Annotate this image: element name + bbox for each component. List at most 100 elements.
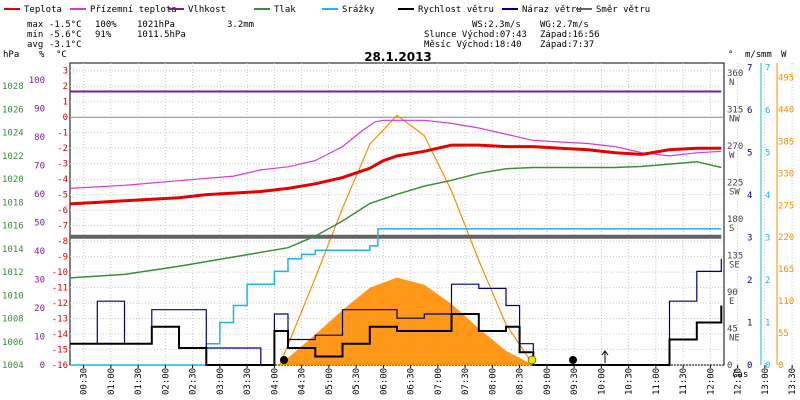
tick-label-direction: 45 (727, 325, 738, 335)
tick-label-direction-name: S (729, 224, 734, 234)
legend-label: Tlak (274, 5, 296, 15)
tick-label-temperature: -1 (57, 129, 68, 139)
x-tick-label: 06:00 (379, 368, 389, 395)
legend-label: Vlhkost (188, 5, 226, 15)
stat-max-rain: 3.2mm (227, 20, 254, 30)
tick-label-rain: 5 (765, 148, 770, 158)
x-tick-label: 06:30 (407, 368, 417, 395)
tick-label-temperature: -11 (52, 284, 68, 294)
tick-label-pressure: 1012 (2, 268, 24, 278)
legend-label: Přízemní teplota (90, 5, 177, 15)
tick-label-direction-name: N (729, 78, 734, 88)
tick-label-temperature: 1 (63, 98, 68, 108)
stat-moon-rise: Měsíc Východ:18:40 (424, 40, 522, 50)
x-tick-label: 10:30 (625, 368, 635, 395)
x-tick-label: 09:00 (543, 368, 553, 395)
tick-label-wind: 4 (747, 191, 752, 201)
tick-label-solar: 220 (778, 233, 794, 243)
tick-label-temperature: -14 (52, 330, 68, 340)
tick-label-solar: 110 (778, 297, 794, 307)
legend-label: Rychlost větru (418, 5, 494, 15)
x-tick-label: 08:00 (488, 368, 498, 395)
tick-label-temperature: -5 (57, 191, 68, 201)
unit-hpa: hPa (3, 50, 19, 60)
x-tick-label: 07:00 (434, 368, 444, 395)
tick-label-humidity: 30 (34, 276, 45, 286)
tick-label-humidity: 0 (40, 361, 45, 371)
stat-max-temp: -1.5°C (49, 20, 82, 30)
tick-label-wind: 7 (747, 63, 752, 73)
tick-label-pressure: 1010 (2, 291, 24, 301)
tick-label-pressure: 1008 (2, 315, 24, 325)
x-tick-label: 12:30 (734, 368, 744, 395)
tick-label-temperature: -4 (57, 175, 68, 185)
stat-min-press: 1011.5hPa (137, 30, 186, 40)
tick-label-wind: 3 (747, 233, 752, 243)
tick-label-direction: 135 (727, 252, 743, 262)
stat-sun-rise: Slunce Východ:07:43 (424, 30, 527, 40)
tick-label-temperature: -13 (52, 315, 68, 325)
tick-label-humidity: 100 (29, 76, 45, 86)
x-tick-label: 05:30 (352, 368, 362, 395)
tick-label-pressure: 1018 (2, 198, 24, 208)
stat-sun-set: Západ:16:56 (540, 30, 600, 40)
x-tick-label: 09:30 (570, 368, 580, 395)
tick-label-direction-name: SE (729, 261, 740, 271)
tick-label-rain: 3 (765, 233, 770, 243)
x-tick-label: 08:30 (516, 368, 526, 395)
tick-label-pressure: 1026 (2, 105, 24, 115)
tick-label-rain: 2 (765, 276, 770, 286)
axis-units: hPa % °C ° m/s mm W čas (3, 50, 787, 380)
tick-label-wind: 0 (747, 361, 752, 371)
x-tick-label: 12:00 (706, 368, 716, 395)
tick-label-direction: 270 (727, 142, 743, 152)
x-tick-label: 02:00 (161, 368, 171, 395)
series-wind-speed (70, 305, 723, 366)
tick-label-solar: 0 (778, 361, 783, 371)
stat-max-label: max (27, 20, 44, 30)
x-tick-label: 03:00 (216, 368, 226, 395)
series-rain (70, 228, 722, 366)
tick-label-humidity: 80 (34, 133, 45, 143)
x-tick-label: 04:30 (298, 368, 308, 395)
legend: Teplota Přízemní teplota Vlhkost Tlak Srážky… (4, 5, 650, 15)
tick-label-direction: 0 (727, 361, 732, 371)
series-layer (69, 90, 723, 366)
tick-label-humidity: 60 (34, 190, 45, 200)
legend-label: Srážky (342, 5, 375, 15)
tick-label-wind: 1 (747, 318, 752, 328)
unit-ms: m/s (745, 50, 761, 60)
tick-label-wind: 2 (747, 276, 752, 286)
stat-avg-temp: -3.1°C (49, 40, 82, 50)
tick-label-temperature: -8 (57, 237, 68, 247)
tick-label-temperature: -10 (52, 268, 68, 278)
unit-pct: % (39, 50, 45, 60)
tick-label-direction: 360 (727, 69, 743, 79)
tick-label-rain: 7 (765, 63, 770, 73)
unit-time: čas (732, 369, 748, 380)
tick-label-temperature: -7 (57, 222, 68, 232)
stat-min-hum: 91% (95, 30, 112, 40)
tick-label-direction-name: NW (729, 115, 740, 125)
x-tick-label: 07:30 (461, 368, 471, 395)
solar-curve (279, 114, 534, 366)
series-pressure (69, 160, 722, 279)
tick-label-solar: 330 (778, 169, 794, 179)
tick-label-humidity: 40 (34, 247, 45, 257)
tick-label-humidity: 20 (34, 304, 45, 314)
moonrise-arrow-icon (601, 350, 609, 363)
x-tick-label: 01:30 (134, 368, 144, 395)
legend-label: Směr větru (596, 5, 650, 15)
tick-label-humidity: 10 (34, 333, 45, 343)
tick-label-rain: 6 (765, 106, 770, 116)
tick-label-pressure: 1022 (2, 152, 24, 162)
tick-label-temperature: -2 (57, 144, 68, 154)
x-tick-label: 13:00 (761, 368, 771, 395)
legend-label: Náraz větru (522, 5, 582, 15)
tick-label-pressure: 1006 (2, 338, 24, 348)
tick-label-solar: 275 (778, 201, 794, 211)
tick-label-pressure: 1016 (2, 222, 24, 232)
tick-label-pressure: 1028 (2, 82, 24, 92)
sun-moon-markers (280, 350, 609, 365)
